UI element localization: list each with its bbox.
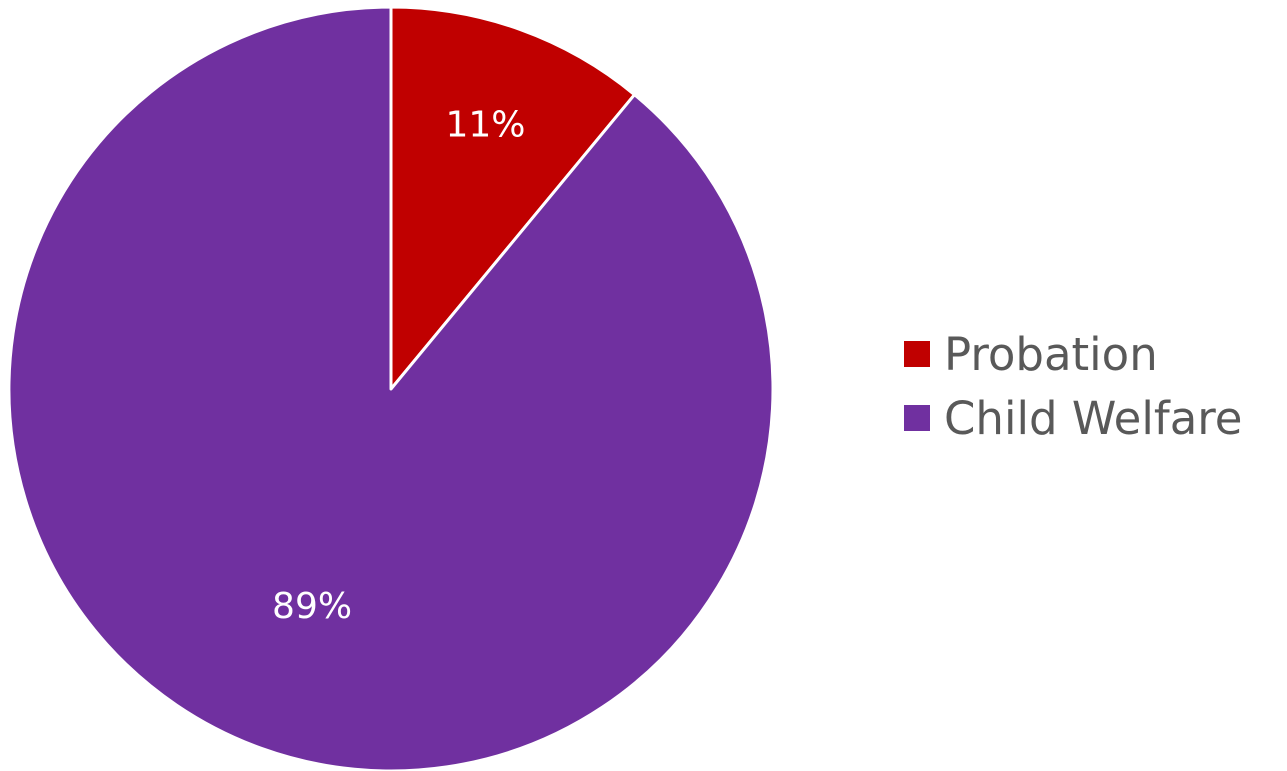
legend-item-probation: Probation	[904, 322, 1242, 386]
pie-data-labels: 11% 89%	[272, 105, 525, 628]
legend-swatch-probation	[904, 341, 930, 367]
legend-item-child-welfare: Child Welfare	[904, 386, 1242, 450]
chart-legend: Probation Child Welfare	[904, 322, 1242, 450]
pie-slices	[7, 5, 775, 771]
data-label-probation: 11%	[445, 105, 525, 146]
legend-swatch-child-welfare	[904, 405, 930, 431]
pie-slice-probation	[389, 5, 636, 391]
legend-label-probation: Probation	[944, 327, 1158, 381]
legend-label-child-welfare: Child Welfare	[944, 391, 1243, 445]
data-label-child-welfare: 89%	[272, 586, 352, 627]
pie-slice-child-welfare	[7, 5, 775, 771]
